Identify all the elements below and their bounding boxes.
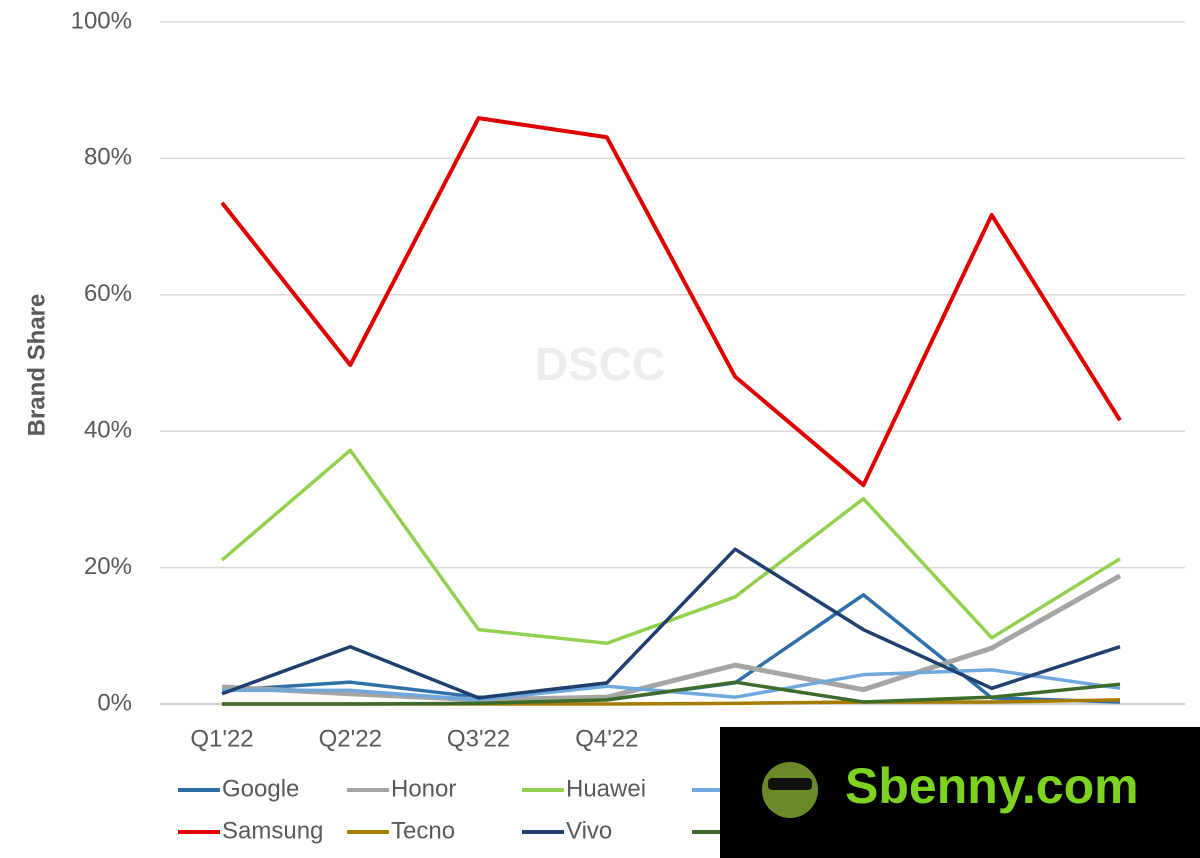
legend-label: Honor bbox=[391, 775, 456, 802]
legend-label: Huawei bbox=[566, 775, 646, 802]
y-axis-title: Brand Share bbox=[23, 294, 50, 437]
y-tick-label: 40% bbox=[84, 417, 132, 444]
banner-text: Sbenny.com bbox=[845, 758, 1139, 814]
x-tick-label: Q4'22 bbox=[575, 725, 638, 752]
watermark: DSCC bbox=[535, 338, 665, 390]
plot: 0% 20% 40% 60% 80% 100% Q1'22 Q2'22 Q3'22 Q4'22 Go… bbox=[71, 7, 1185, 844]
x-tick-label: Q1'22 bbox=[190, 725, 253, 752]
y-tick-label: 0% bbox=[97, 689, 132, 716]
legend-label: Tecno bbox=[391, 817, 455, 844]
legend-label: Google bbox=[222, 775, 299, 802]
series-line bbox=[220, 116, 1122, 488]
legend-label: Samsung bbox=[222, 817, 323, 844]
series-line bbox=[220, 448, 1121, 646]
series-line bbox=[221, 547, 1121, 700]
y-tick-label: 80% bbox=[84, 144, 132, 171]
legend-label: Vivo bbox=[566, 817, 612, 844]
y-tick-label: 20% bbox=[84, 553, 132, 580]
logo-glasses bbox=[768, 778, 812, 790]
overlay-banner: Sbenny.com bbox=[720, 727, 1200, 858]
x-tick-label: Q3'22 bbox=[447, 725, 510, 752]
x-tick-label: Q2'22 bbox=[319, 725, 382, 752]
y-tick-label: 60% bbox=[84, 280, 132, 307]
y-tick-label: 100% bbox=[71, 7, 132, 34]
series-line bbox=[222, 680, 1121, 706]
series-line bbox=[221, 573, 1122, 703]
